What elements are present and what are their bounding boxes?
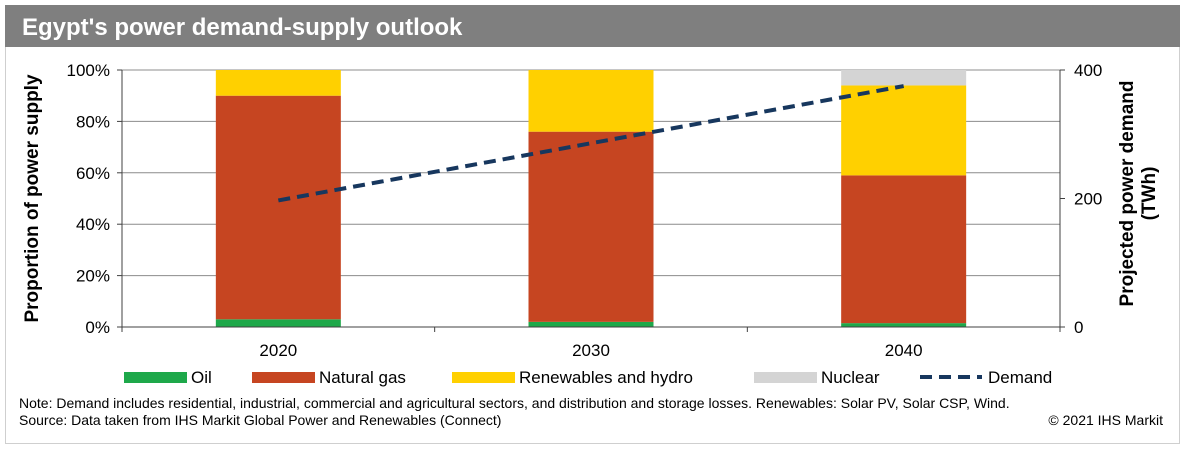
title-bar: Egypt's power demand-supply outlook <box>5 5 1180 47</box>
chart-title: Egypt's power demand-supply outlook <box>22 14 463 41</box>
demand-line <box>277 84 905 203</box>
legend-label: Nuclear <box>821 368 880 387</box>
chart-source: Source: Data taken from IHS Markit Globa… <box>19 412 502 428</box>
bar-segment <box>841 70 967 86</box>
y2-tick-label: 0 <box>1074 318 1083 337</box>
y-tick-label: 80% <box>76 112 110 131</box>
legend-swatch-oil <box>124 372 187 383</box>
bar-segment <box>841 323 967 327</box>
y-tick-label: 60% <box>76 164 110 183</box>
y-tick-label: 0% <box>85 318 110 337</box>
y2-axis-title: (TWh) <box>1139 167 1160 221</box>
legend-swatch-nuclear <box>754 372 817 383</box>
legend-label: Oil <box>191 368 212 387</box>
y-tick-label: 20% <box>76 267 110 286</box>
y-axis-title: Proportion of power supply <box>22 74 43 322</box>
x-tick-label: 2040 <box>885 341 923 360</box>
bar-segment <box>841 175 967 324</box>
copyright: © 2021 IHS Markit <box>1048 412 1163 428</box>
bar-segment <box>528 70 654 132</box>
legend-label: Demand <box>988 368 1052 387</box>
bar-segment <box>215 319 341 327</box>
legend-swatch-renewables <box>452 372 515 383</box>
y-tick-label: 100% <box>67 61 110 80</box>
chart-note: Note: Demand includes residential, indus… <box>19 395 1010 411</box>
y2-axis-title: Projected power demand <box>1117 81 1138 307</box>
legend-label: Renewables and hydro <box>519 368 693 387</box>
bar-segment <box>215 95 341 320</box>
y2-tick-label: 200 <box>1074 190 1102 209</box>
y2-tick-label: 400 <box>1074 61 1102 80</box>
bar-segment <box>215 70 341 96</box>
bar-segment <box>528 131 654 322</box>
y-tick-label: 40% <box>76 215 110 234</box>
legend-label: Natural gas <box>319 368 406 387</box>
bar-segment <box>841 85 967 176</box>
x-tick-label: 2020 <box>259 341 297 360</box>
bar-segment <box>528 321 654 327</box>
x-tick-label: 2030 <box>572 341 610 360</box>
legend-swatch-natural_gas <box>252 372 315 383</box>
